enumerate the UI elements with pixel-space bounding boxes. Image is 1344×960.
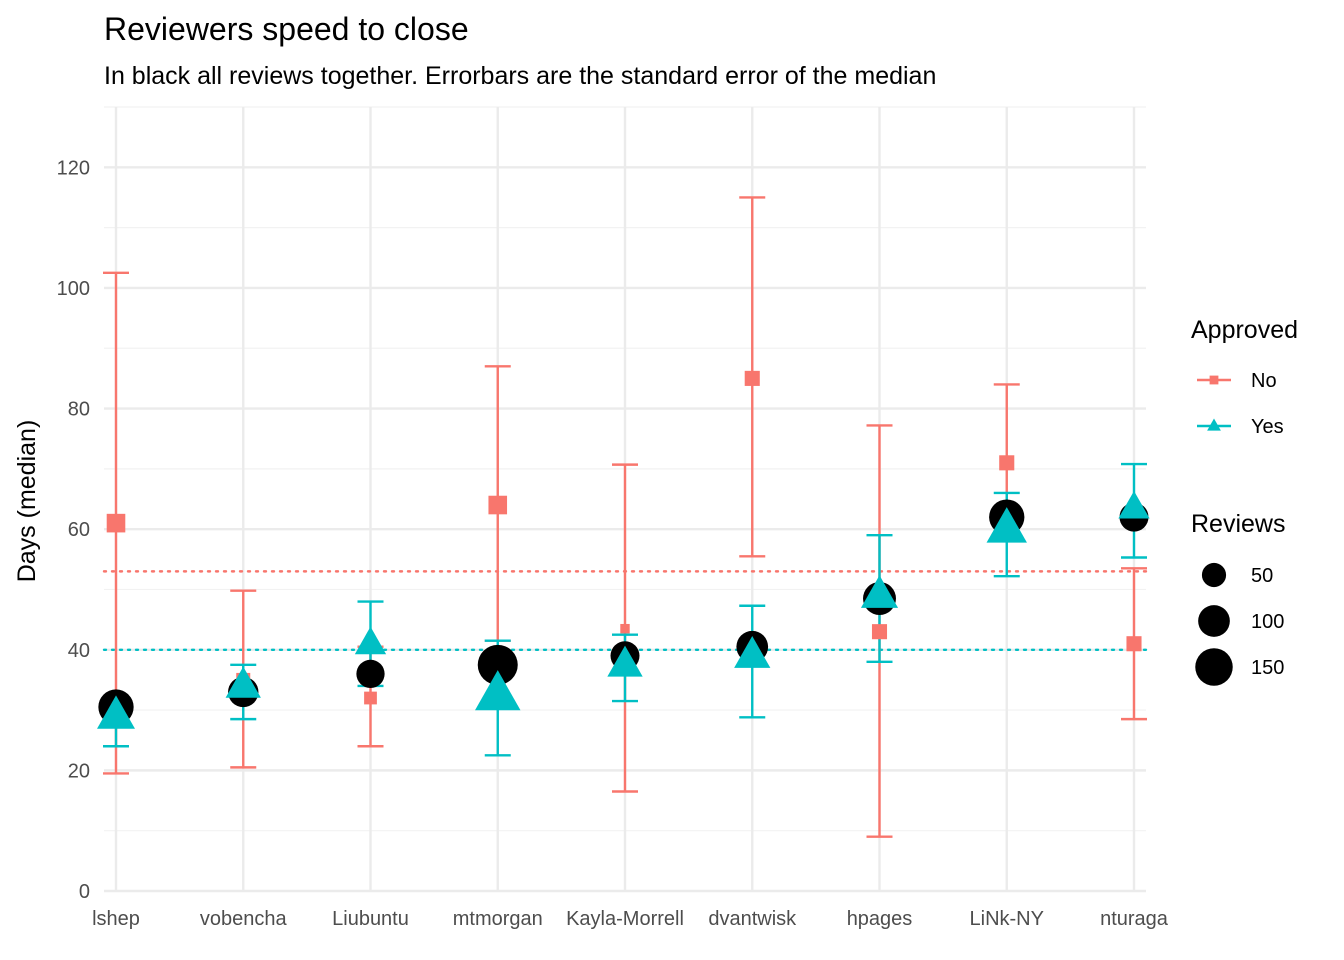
x-tick-label: Liubuntu <box>332 908 409 930</box>
legend-key-no <box>1209 375 1219 385</box>
point-no <box>999 455 1015 471</box>
legend-size-label: 100 <box>1251 611 1284 633</box>
chart-subtitle: In black all reviews together. Errorbars… <box>104 62 936 90</box>
x-tick-label: mtmorgan <box>453 908 543 930</box>
point-yes <box>225 666 261 698</box>
point-yes <box>97 695 135 729</box>
y-axis-title: Days (median) <box>13 420 41 583</box>
legend-size-label: 50 <box>1251 565 1273 587</box>
legend-label-yes: Yes <box>1251 416 1284 438</box>
point-no <box>488 495 508 515</box>
x-tick-label: dvantwisk <box>708 908 797 930</box>
point-yes <box>607 645 643 677</box>
legend-size-label: 150 <box>1251 657 1284 679</box>
overall-point <box>477 644 518 685</box>
point-yes <box>354 626 387 655</box>
x-tick-label: nturaga <box>1100 908 1169 930</box>
legend: Approved Reviews No Yes 50 100 150 <box>1191 316 1298 686</box>
point-yes <box>1118 490 1150 519</box>
point-no <box>106 513 126 533</box>
point-no <box>620 623 630 634</box>
legend-label-no: No <box>1251 370 1277 392</box>
x-tick-label: LiNk-NY <box>970 908 1044 930</box>
point-no <box>871 624 888 640</box>
y-tick-label: 20 <box>68 760 90 782</box>
x-tick-label: Kayla-Morrell <box>566 908 684 930</box>
point-yes <box>734 636 771 668</box>
y-tick-label: 120 <box>57 157 90 179</box>
legend-size-key <box>1195 648 1233 686</box>
axis-ticks: 0 20 40 60 80 100 120 lshep vobencha Liubuntu mtmo… <box>57 157 1169 930</box>
x-tick-label: lshep <box>92 908 140 930</box>
chart-title: Reviewers speed to close <box>104 11 469 47</box>
data-points <box>97 370 1150 729</box>
point-yes <box>474 670 521 711</box>
y-tick-label: 40 <box>68 640 90 662</box>
overall-point <box>356 659 385 689</box>
point-no <box>744 370 760 386</box>
y-tick-label: 80 <box>68 399 90 421</box>
legend-key-yes <box>1207 418 1221 431</box>
legend-size-key <box>1201 562 1227 588</box>
x-tick-label: vobencha <box>200 908 288 930</box>
x-tick-label: hpages <box>847 908 913 930</box>
point-yes <box>986 507 1027 543</box>
y-tick-label: 100 <box>57 278 90 300</box>
y-tick-label: 0 <box>79 881 90 903</box>
point-yes <box>860 575 899 608</box>
legend-size-key <box>1198 605 1230 637</box>
legend-title-approved: Approved <box>1191 316 1298 344</box>
legend-title-reviews: Reviews <box>1191 510 1285 538</box>
point-no <box>364 691 377 705</box>
y-tick-label: 60 <box>68 519 90 541</box>
point-no <box>1126 636 1142 652</box>
